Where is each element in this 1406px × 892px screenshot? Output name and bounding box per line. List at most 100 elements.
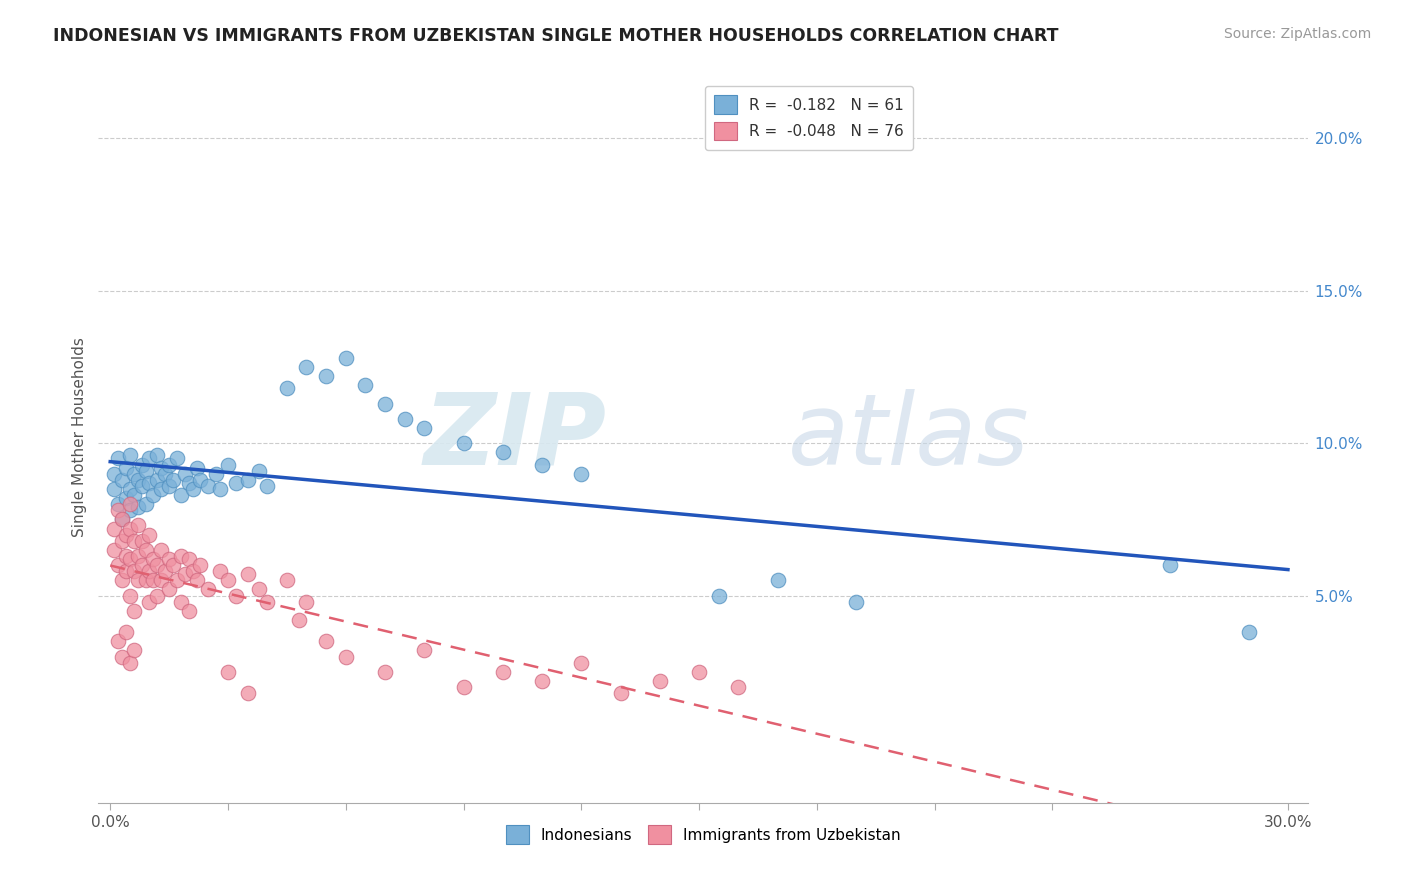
Point [115,625,138,640]
Point [181,564,204,578]
Point [135,542,157,557]
Point [315,634,337,648]
Point [122,564,145,578]
Point [295,594,318,608]
Point [162,558,184,573]
Point [103,467,125,481]
Point [173,567,195,582]
Point [374,396,396,410]
Point [217,665,239,679]
Point [122,533,145,548]
Point [295,359,318,374]
Legend: Indonesians, Immigrants from Uzbekistan: Indonesians, Immigrants from Uzbekistan [499,819,907,850]
Point [135,497,157,511]
Point [648,673,671,688]
Point [111,574,134,588]
Point [531,673,554,688]
Point [138,594,160,608]
Point [122,604,145,618]
Point [115,564,138,578]
Point [707,589,730,603]
Point [225,475,247,490]
Point [569,467,592,481]
Point [177,604,200,618]
Point [107,634,129,648]
Point [413,421,436,435]
Point [354,378,377,392]
Point [142,552,165,566]
Point [190,558,212,573]
Point [186,460,208,475]
Point [142,574,165,588]
Point [115,491,138,505]
Point [115,527,138,541]
Point [157,552,180,566]
Point [157,458,180,472]
Point [103,542,125,557]
Point [111,512,134,526]
Point [146,558,169,573]
Point [197,479,219,493]
Point [146,473,169,487]
Point [236,567,259,582]
Point [122,643,145,657]
Point [103,482,125,496]
Point [127,518,149,533]
Point [127,549,149,563]
Point [107,503,129,517]
Text: INDONESIAN VS IMMIGRANTS FROM UZBEKISTAN SINGLE MOTHER HOUSEHOLDS CORRELATION CH: INDONESIAN VS IMMIGRANTS FROM UZBEKISTAN… [53,27,1059,45]
Point [131,533,153,548]
Point [173,467,195,481]
Point [142,488,165,502]
Point [115,549,138,563]
Point [146,448,169,462]
Point [569,656,592,670]
Point [453,680,475,694]
Point [138,451,160,466]
Point [394,412,416,426]
Point [127,473,149,487]
Y-axis label: Single Mother Households: Single Mother Households [72,337,87,537]
Point [609,686,631,700]
Point [146,589,169,603]
Point [166,451,188,466]
Point [287,613,309,627]
Point [135,574,157,588]
Point [413,643,436,657]
Point [111,512,134,526]
Point [150,542,173,557]
Point [131,479,153,493]
Point [845,594,868,608]
Point [492,665,515,679]
Point [217,458,239,472]
Point [177,552,200,566]
Point [118,448,141,462]
Point [118,552,141,566]
Point [209,564,232,578]
Point [247,464,270,478]
Point [766,574,789,588]
Point [150,574,173,588]
Point [131,558,153,573]
Point [153,467,176,481]
Point [138,475,160,490]
Point [118,521,141,535]
Point [197,582,219,597]
Point [115,460,138,475]
Point [153,564,176,578]
Point [1237,625,1260,640]
Point [492,445,515,459]
Point [190,473,212,487]
Point [150,460,173,475]
Point [256,594,278,608]
Point [256,479,278,493]
Point [122,467,145,481]
Point [236,686,259,700]
Point [122,488,145,502]
Point [131,458,153,472]
Point [107,497,129,511]
Point [118,497,141,511]
Text: atlas: atlas [787,389,1029,485]
Point [103,521,125,535]
Point [276,574,298,588]
